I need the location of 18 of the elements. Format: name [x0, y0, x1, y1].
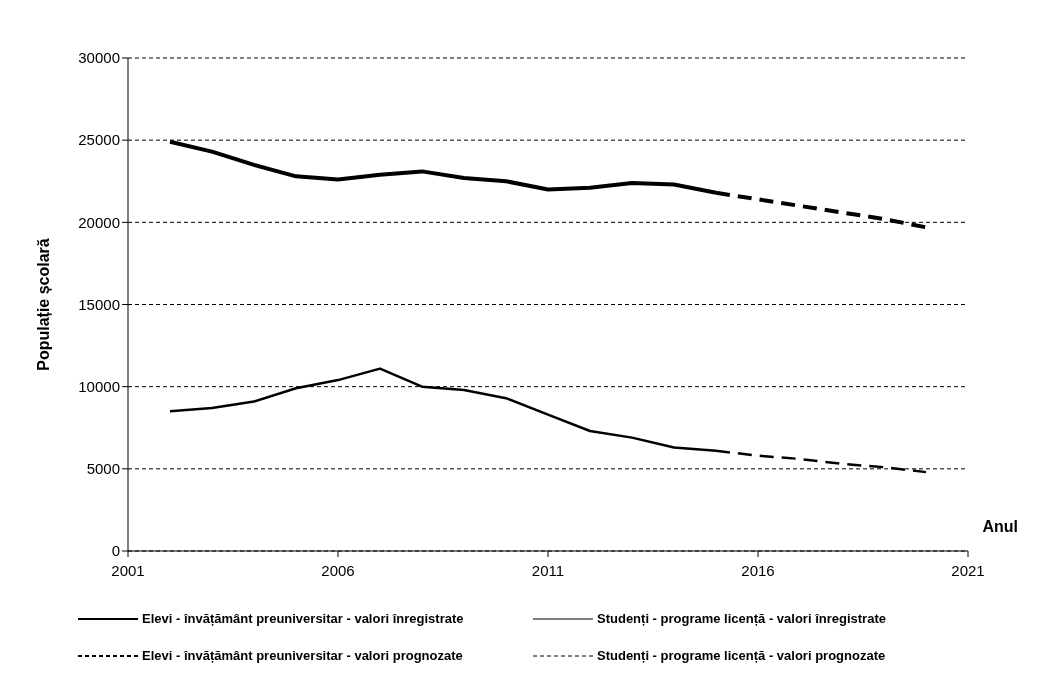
x-tick-label: 2021	[951, 561, 985, 579]
x-tick-label: 2011	[531, 561, 565, 579]
legend-label: Studenți - programe licență - valori înregistrate	[597, 611, 886, 626]
y-tick-label: 10000	[78, 377, 120, 395]
y-tick-label: 25000	[78, 131, 120, 149]
x-tick-label: 2001	[111, 561, 145, 579]
y-tick-label: 0	[111, 542, 120, 560]
legend-label: Studenți - programe licență - valori prognozate	[597, 648, 886, 663]
y-tick-label: 20000	[78, 213, 120, 231]
legend-label: Elevi - învățământ preuniversitar - valori înregistrate	[142, 611, 464, 626]
x-tick-label: 2006	[321, 561, 355, 579]
legend-label: Elevi - învățământ preuniversitar - valori prognozate	[142, 648, 463, 663]
y-tick-label: 15000	[78, 295, 120, 313]
y-axis-title: Populație școlară	[34, 238, 52, 371]
x-axis-title: Anul	[982, 518, 1018, 536]
y-tick-label: 5000	[86, 460, 120, 478]
y-tick-label: 30000	[78, 49, 120, 67]
x-tick-label: 2016	[741, 561, 775, 579]
